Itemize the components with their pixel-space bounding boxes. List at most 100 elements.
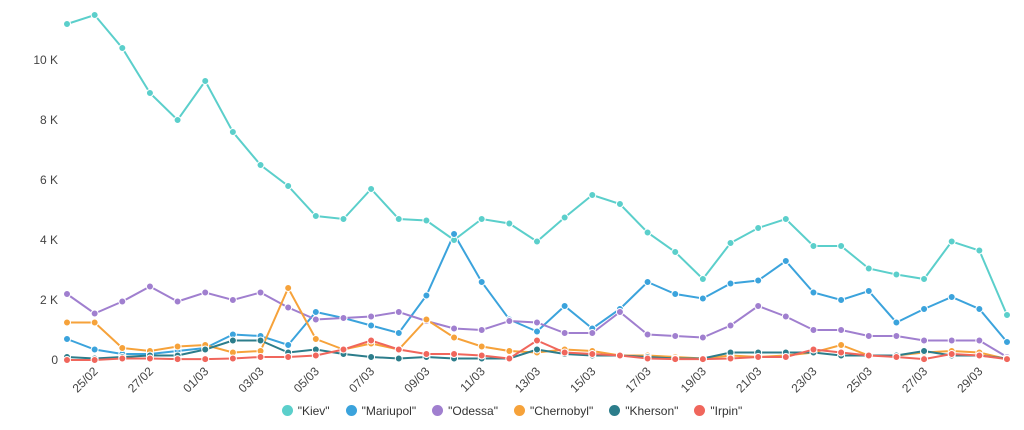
data-point [698,355,707,364]
data-point [920,355,929,364]
y-tick-label: 0 [51,353,58,367]
data-point [477,342,486,351]
x-tick-label: 19/03 [678,364,709,395]
data-point [450,350,459,358]
x-tick-label: 21/03 [733,364,764,395]
x-tick-label: 25/03 [844,364,875,395]
data-point [726,279,735,288]
data-point [947,293,956,301]
legend-swatch [432,405,444,416]
data-point [477,351,486,360]
data-point [228,128,237,136]
data-point [892,318,901,327]
data-point [145,354,154,363]
data-point [311,315,320,324]
data-point [284,303,293,312]
legend-item[interactable]: "Mariupol" [345,404,416,418]
data-point [837,326,846,334]
data-point [920,336,929,345]
x-tick-label: 29/03 [954,364,985,395]
data-point [90,356,99,364]
data-point [256,353,265,361]
data-point [809,242,818,250]
legend-label: "Chernobyl" [529,404,594,418]
data-point [892,332,901,340]
data-point [671,290,680,298]
legend-swatch [694,405,706,416]
data-point [892,270,901,279]
legend-item[interactable]: "Kiev" [281,404,330,418]
legend-item[interactable]: "Odessa" [432,404,498,418]
data-point [975,305,984,313]
x-tick-label: 15/03 [567,364,598,395]
data-point [394,345,403,354]
data-point [63,318,71,327]
data-point [615,308,624,316]
data-point [781,257,790,265]
x-tick-label: 09/03 [401,364,432,395]
data-point [450,333,459,342]
data-point [145,89,154,97]
data-point [975,336,984,345]
data-point [809,326,818,334]
data-point [367,336,376,345]
data-point [698,333,707,342]
x-tick-label: 17/03 [623,364,654,395]
data-point [560,329,569,337]
data-point [837,341,846,349]
x-tick-label: 13/03 [512,364,543,395]
legend-item[interactable]: "Chernobyl" [513,404,594,418]
data-point [615,200,624,208]
data-point [726,354,735,363]
data-point [339,345,348,354]
legend-item[interactable]: "Irpin" [694,404,742,418]
data-point [533,237,541,246]
data-point [367,185,376,193]
legend: "Kiev" "Mariupol" "Odessa" "Chernobyl" "Kher… [0,404,1024,418]
data-point [588,350,597,358]
data-point [533,336,541,345]
legend-label: "Irpin" [710,404,743,418]
x-tick-label: 27/02 [125,364,156,395]
data-point [643,330,652,339]
x-tick-label: 23/03 [788,364,819,395]
x-tick-label: 05/03 [291,364,322,395]
data-point [367,321,376,330]
data-point [947,336,956,345]
data-point [1003,338,1011,346]
data-point [118,354,127,363]
data-point [505,317,514,325]
data-point [837,296,846,304]
data-point [726,321,735,330]
data-point [394,308,403,316]
legend-item[interactable]: "Kherson" [609,404,678,418]
data-point [367,353,376,361]
data-point [90,318,99,327]
data-point [809,345,818,354]
data-point [947,350,956,358]
data-point [671,248,680,256]
data-point [560,302,569,310]
data-point [837,348,846,357]
data-point [394,329,403,337]
data-point [837,242,846,250]
data-point [284,353,293,361]
data-point [90,345,99,354]
data-point [864,332,873,340]
data-point [560,348,569,357]
data-point [698,294,707,303]
data-point [588,191,597,199]
data-point [947,237,956,246]
data-point [477,215,486,223]
data-point [311,308,320,316]
legend-label: "Kherson" [625,404,679,418]
data-point [201,288,210,297]
data-point [505,354,514,363]
data-point [505,219,514,228]
data-point [450,324,459,333]
page: {"chart_data": {"type": "line", "categor… [33,11,1011,418]
data-point [920,305,929,313]
legend-swatch [281,405,293,416]
data-point [643,228,652,237]
data-point [339,215,348,223]
